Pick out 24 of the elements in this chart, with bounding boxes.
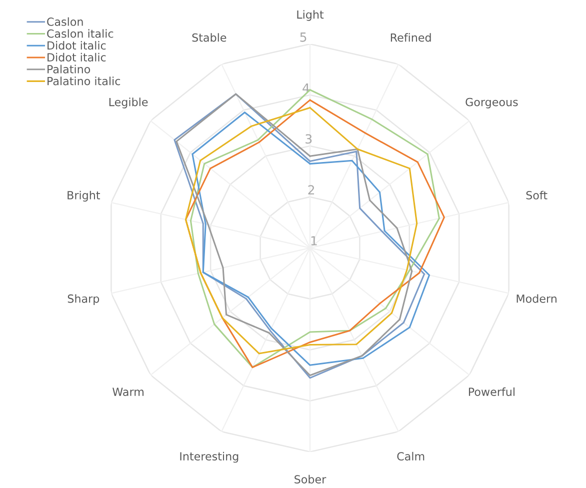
y-tick-label: 2 — [308, 185, 314, 194]
legend-label: Caslon italic — [47, 29, 114, 38]
spoke-label: Stable — [192, 33, 226, 42]
spoke-label: Refined — [390, 33, 431, 42]
spoke-label: Sharp — [68, 294, 100, 305]
spoke-label: Warm — [112, 388, 144, 396]
legend-label: Didot italic — [48, 41, 106, 50]
spoke-label: Interesting — [180, 452, 238, 463]
spoke-label: Calm — [397, 452, 424, 461]
y-tick-label: 3 — [306, 134, 312, 144]
spoke-label: Powerful — [468, 387, 514, 396]
spoke-label: Light — [297, 10, 324, 21]
legend-label: Palatino italic — [48, 76, 120, 86]
spoke-label: Modern — [516, 294, 556, 303]
spoke-label: Sober — [294, 474, 326, 484]
spoke-label: Gorgeous — [466, 98, 518, 108]
spoke-label: Legible — [109, 98, 148, 108]
y-tick-label: 5 — [300, 32, 306, 42]
legend-label: Didot italic — [48, 52, 106, 62]
spoke-label: Bright — [68, 190, 100, 202]
spoke-label: Soft — [526, 190, 548, 200]
legend-label: Palatino — [48, 64, 90, 74]
legend-label: Caslon — [47, 17, 83, 26]
y-tick-label: 1 — [311, 236, 317, 246]
